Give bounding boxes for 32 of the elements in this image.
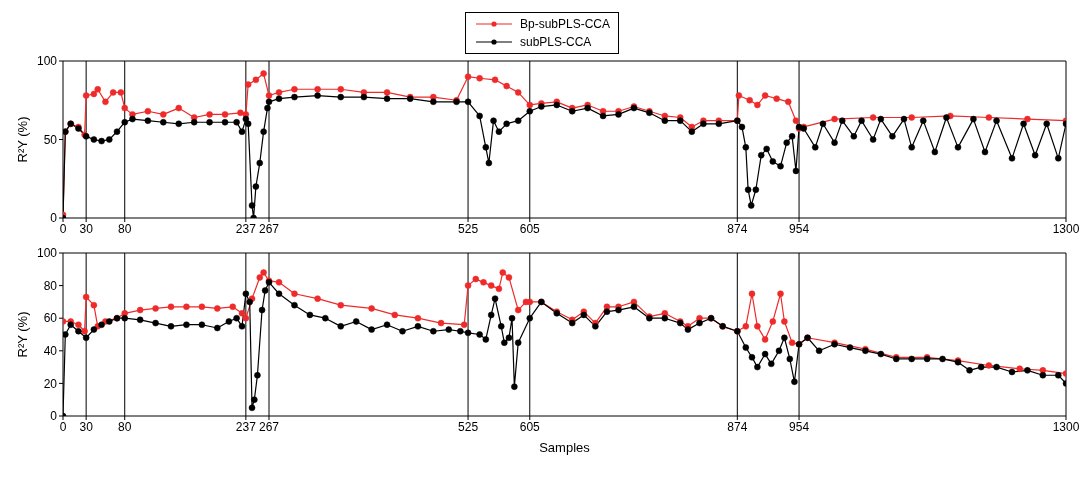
x-tick-label: 954: [789, 221, 810, 236]
x-tick-label: 30: [79, 419, 94, 434]
x-tick-label: 605: [519, 221, 541, 236]
y-tick-label: 100: [36, 54, 58, 69]
x-tick-label: 1300: [1052, 419, 1080, 434]
x-tick-label: 874: [727, 221, 748, 236]
y-tick-label: 20: [43, 376, 58, 391]
x-tick-label: 237: [235, 221, 257, 236]
x-tick-label: 525: [458, 419, 479, 434]
y-tick-label: 100: [36, 246, 58, 261]
x-tick-label: 30: [79, 221, 94, 236]
x-tick-label: 525: [458, 221, 479, 236]
x-axis-title: Samples: [539, 440, 591, 455]
x-tick-label: 605: [519, 419, 541, 434]
y-axis-title: R²Y (%): [14, 116, 30, 163]
y-tick-label: 60: [43, 311, 58, 326]
y-tick-label: 0: [50, 409, 58, 424]
y-tick-label: 0: [50, 211, 58, 226]
x-tick-label: 267: [258, 419, 280, 434]
x-tick-label: 267: [258, 221, 280, 236]
x-tick-label: 874: [727, 419, 748, 434]
y-tick-label: 40: [43, 344, 58, 359]
x-tick-label: 1300: [1052, 221, 1080, 236]
y-tick-label: 50: [43, 132, 58, 147]
y-axis-title: R²Y (%): [14, 311, 30, 358]
x-tick-label: 80: [118, 221, 132, 236]
legend-label: Bp-subPLS-CCA: [519, 17, 611, 31]
y-tick-label: 80: [43, 278, 58, 293]
x-tick-label: 80: [118, 419, 132, 434]
x-tick-label: 954: [789, 419, 810, 434]
x-tick-label: 237: [235, 419, 257, 434]
legend-label: subPLS-CCA: [519, 35, 592, 49]
